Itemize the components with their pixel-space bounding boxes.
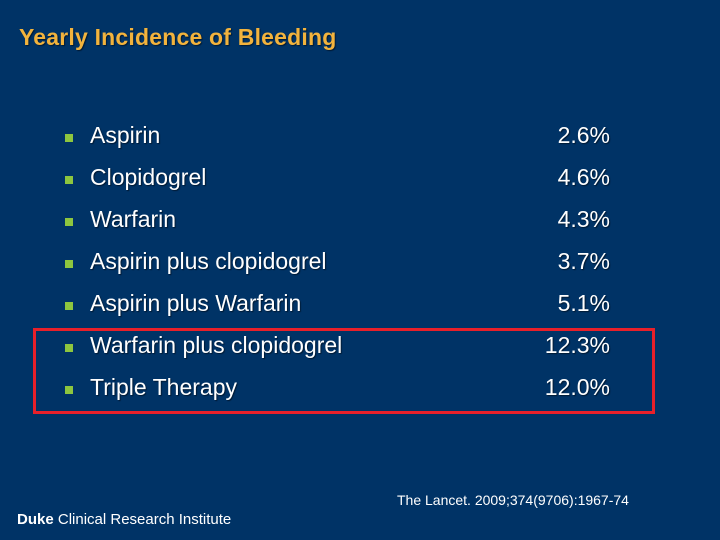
item-label: Aspirin plus Warfarin [90,290,302,316]
item-label: Warfarin [90,206,177,232]
slide-title: Yearly Incidence of Bleeding [19,24,337,50]
square-bullet-icon [65,344,73,352]
citation: The Lancet. 2009;374(9706):1967-74 [397,492,629,508]
item-label: Clopidogrel [90,164,207,190]
square-bullet-icon [65,134,73,142]
list-item-highlighted: Warfarin plus clopidogrel 12.3% [0,332,720,362]
item-value: 12.3% [544,332,610,358]
item-value: 2.6% [557,122,610,148]
item-value: 5.1% [557,290,610,316]
item-value: 3.7% [557,248,610,274]
item-label: Aspirin plus clopidogrel [90,248,327,274]
square-bullet-icon [65,218,73,226]
square-bullet-icon [65,302,73,310]
item-label: Triple Therapy [90,374,238,400]
footer-logo: Duke Clinical Research Institute [17,511,231,528]
highlight-box [33,328,655,414]
list-item: Aspirin plus clopidogrel 3.7% [0,248,720,278]
list-item: Aspirin 2.6% [0,122,720,152]
square-bullet-icon [65,386,73,394]
square-bullet-icon [65,260,73,268]
footer-logo-rest: Clinical Research Institute [53,511,232,528]
item-value: 12.0% [544,374,610,400]
item-label: Warfarin plus clopidogrel [90,332,343,358]
item-value: 4.6% [557,164,610,190]
list-item: Clopidogrel 4.6% [0,164,720,194]
item-value: 4.3% [557,206,610,232]
square-bullet-icon [65,176,73,184]
footer-logo-bold: Duke [17,511,54,528]
item-label: Aspirin [90,122,161,148]
list-item: Aspirin plus Warfarin 5.1% [0,290,720,320]
list-item: Warfarin 4.3% [0,206,720,236]
list-item-highlighted: Triple Therapy 12.0% [0,374,720,404]
